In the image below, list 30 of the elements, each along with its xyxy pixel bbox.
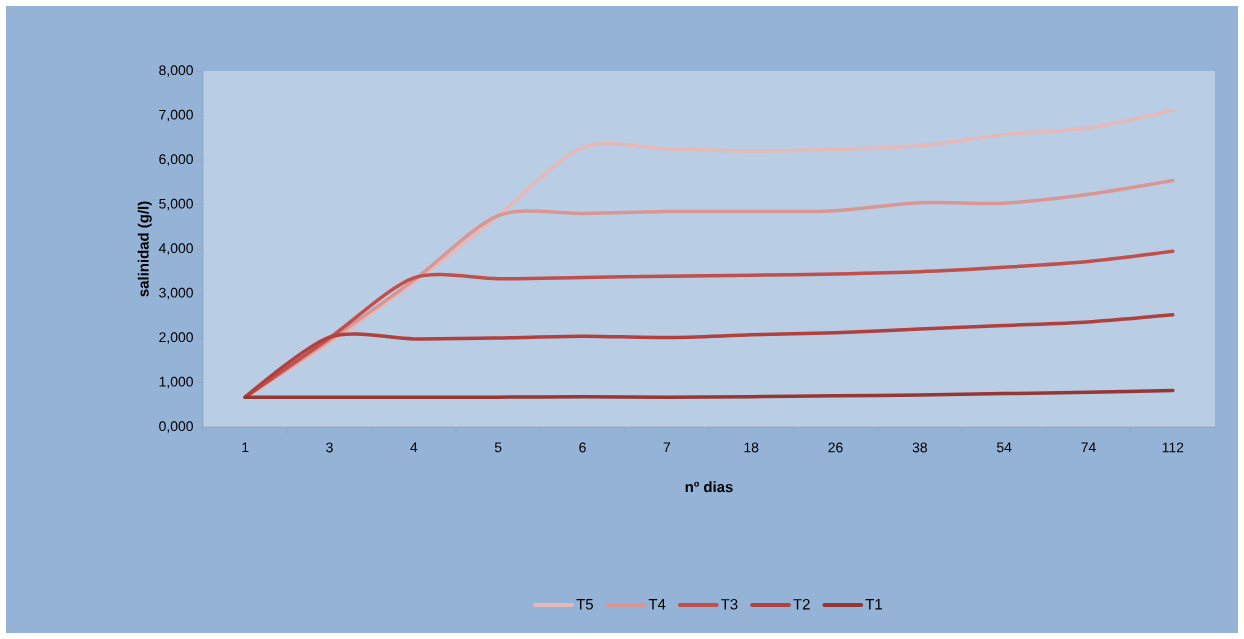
x-tick-label: 4 bbox=[410, 442, 418, 453]
y-tick-label: 7,000 bbox=[159, 109, 193, 122]
y-tick-label: 5,000 bbox=[159, 198, 193, 211]
y-tick-label: 0,000 bbox=[159, 421, 193, 433]
y-tick-label: 1,000 bbox=[159, 376, 193, 389]
y-tick-label: 2,000 bbox=[159, 332, 193, 344]
legend-label: T4 bbox=[648, 599, 666, 610]
legend-label: T5 bbox=[576, 599, 593, 610]
x-tick-label: 112 bbox=[1162, 442, 1184, 453]
x-tick-label: 54 bbox=[996, 442, 1012, 453]
x-tick-label: 6 bbox=[579, 442, 586, 453]
x-tick-label: 74 bbox=[1081, 442, 1096, 453]
x-tick-label: 26 bbox=[828, 442, 843, 453]
x-tick-label: 1 bbox=[242, 442, 249, 453]
line-series bbox=[243, 388, 1175, 399]
y-tick-label: 8,000 bbox=[159, 65, 193, 77]
legend-label: T1 bbox=[865, 599, 882, 610]
x-tick-label: 38 bbox=[912, 442, 927, 453]
x-tick-label: 3 bbox=[326, 442, 333, 453]
legend-label: T3 bbox=[721, 599, 738, 610]
x-tick-label: 18 bbox=[744, 442, 759, 453]
y-axis-title: salinidad (g/l) bbox=[137, 201, 152, 297]
line-series bbox=[243, 313, 1175, 399]
legend-label: T2 bbox=[793, 599, 810, 610]
x-tick-label: 7 bbox=[663, 442, 671, 453]
y-tick-label: 4,000 bbox=[158, 243, 193, 255]
y-tick-label: 3,000 bbox=[159, 287, 193, 300]
x-tick-label: 5 bbox=[494, 442, 502, 453]
y-tick-label: 6,000 bbox=[159, 154, 193, 166]
x-axis-title: nº dias bbox=[685, 481, 733, 493]
